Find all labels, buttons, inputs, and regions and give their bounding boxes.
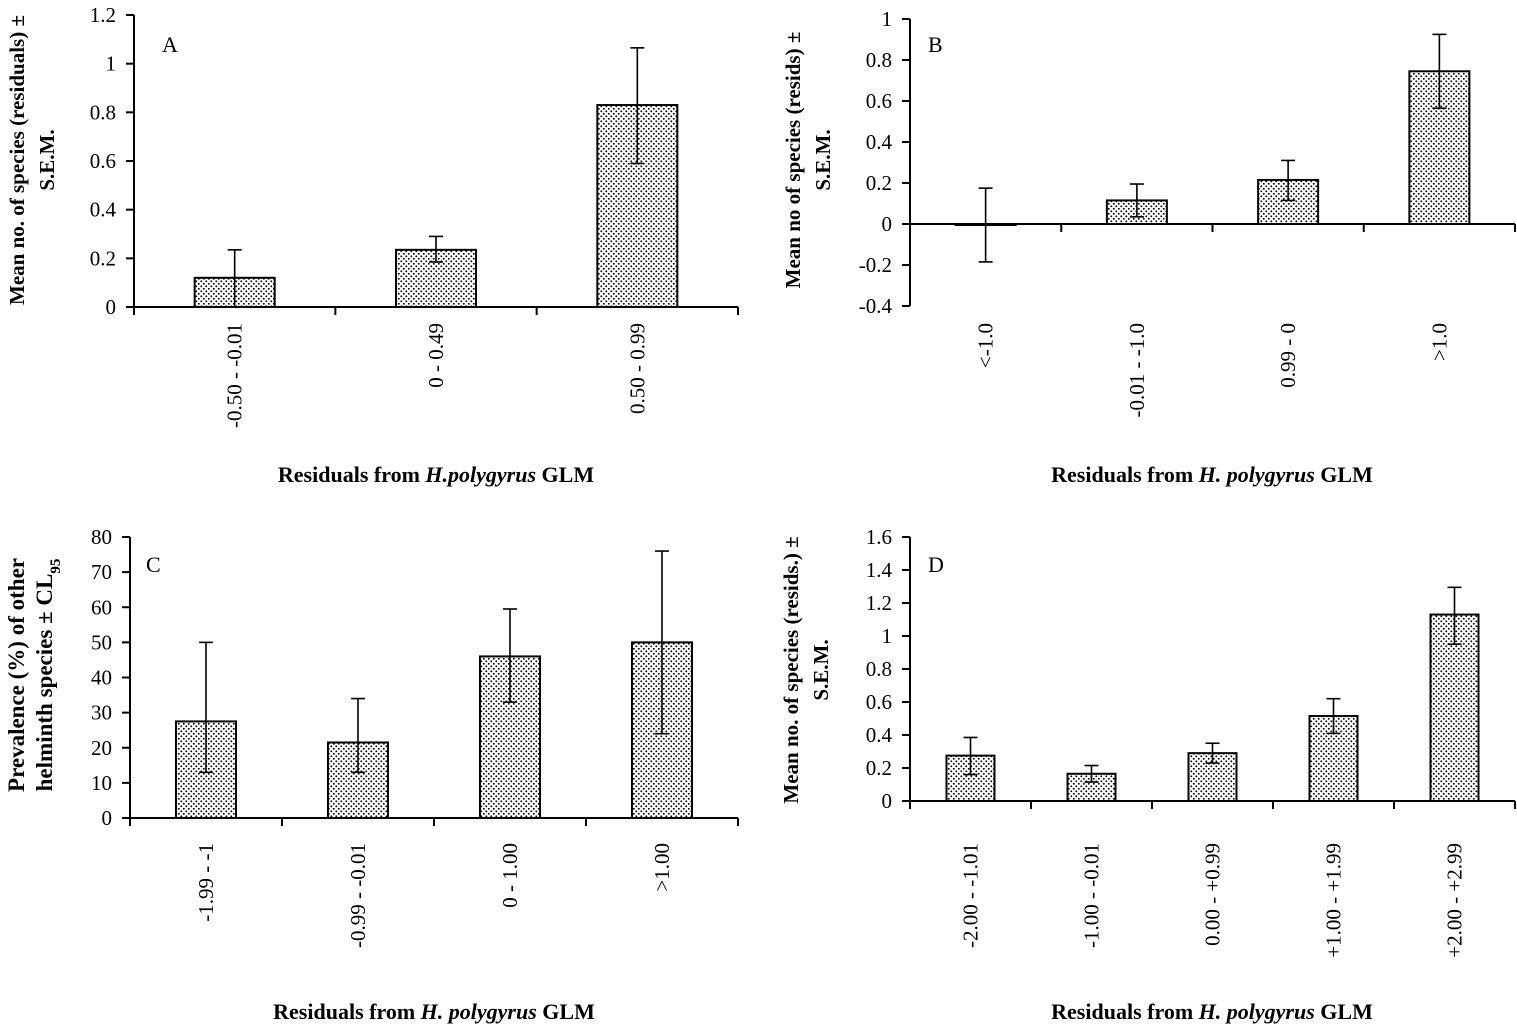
y-tick-label: 30 (91, 701, 112, 725)
x-axis-label: Residuals from H.polygyrus GLM (278, 462, 594, 487)
category-label: -0.99 - -0.01 (346, 843, 370, 948)
category-label: >1.00 (650, 843, 674, 892)
y-tick-label: 0.4 (866, 130, 893, 154)
x-axis-label: Residuals from H. polygyrus GLM (273, 999, 595, 1024)
y-tick-label: 0 (102, 806, 113, 830)
y-tick-label: 0.2 (866, 171, 892, 195)
category-label: -2.00 - -1.01 (959, 843, 983, 948)
y-tick-label: 0 (882, 789, 893, 813)
y-tick-label: 1.2 (90, 3, 116, 27)
x-axis-label-species: H.polygyrus (424, 462, 536, 487)
panel-a: 0 0.2 0.4 0.6 0.8 1 1.2 -0.50 - -0.01 0 - 0.49 0.… (5, 3, 739, 487)
y-tick-label: 1 (882, 624, 893, 648)
panel-letter: C (146, 552, 161, 577)
y-tick-label: 0 (106, 295, 117, 319)
y-tick-label: 0.2 (866, 756, 892, 780)
x-axis-label-species: H. polygyrus (420, 999, 537, 1024)
y-axis-label-line: Mean no of species (resids) ± (781, 32, 805, 289)
x-axis-label-part: Residuals from (1051, 999, 1199, 1024)
y-tick-label: 1 (882, 7, 893, 31)
x-axis-label-part: GLM (1315, 999, 1373, 1024)
bar (327, 741, 389, 820)
category-label: <-1.0 (974, 323, 998, 368)
x-axis-label-part: Residuals from (278, 462, 426, 487)
y-tick-label: -0.4 (859, 294, 893, 318)
category-label: -1.99 - -1 (194, 843, 218, 922)
panel-b: -0.4 -0.2 0 0.2 0.4 0.6 0.8 1 <-1.0 -0.01 - -1.0 0… (781, 7, 1516, 487)
y-tick-label: 0 (882, 212, 893, 236)
x-axis-label-part: GLM (536, 462, 594, 487)
category-label: +1.00 - +1.99 (1322, 843, 1346, 958)
y-tick-label: 1.6 (866, 525, 892, 549)
panel-letter: D (928, 552, 944, 577)
y-tick-label: 20 (91, 736, 112, 760)
y-axis-label-line: helminth species ± CL95 (32, 559, 64, 792)
y-axis-label-line: Mean no. of species (residuals) ± (5, 15, 29, 305)
x-axis-label-part: GLM (1315, 462, 1373, 487)
y-axis-label-subscript: 95 (48, 559, 64, 574)
category-label: 0 - 0.49 (424, 323, 448, 388)
panel-d: 0 0.2 0.4 0.6 0.8 1 1.2 1.4 1.6 -2.00 - -1.01 -1.0… (779, 525, 1516, 1024)
category-label: 0 - 1.00 (498, 843, 522, 908)
y-tick-label: -0.2 (859, 253, 892, 277)
y-tick-label: 60 (91, 595, 112, 619)
y-tick-label: 50 (91, 630, 112, 654)
y-axis-label-line: S.E.M. (811, 129, 835, 190)
x-axis-label-part: GLM (537, 999, 595, 1024)
y-tick-label: 0.6 (90, 149, 116, 173)
y-tick-label: 0.2 (90, 246, 116, 270)
x-axis-label-part: Residuals from (1051, 462, 1199, 487)
y-tick-label: 0.8 (866, 48, 892, 72)
panel-letter: A (162, 32, 178, 57)
y-tick-label: 80 (91, 525, 112, 549)
y-tick-label: 1 (106, 52, 117, 76)
bar (945, 754, 996, 802)
x-axis-label-part: Residuals from (273, 999, 421, 1024)
x-axis-label: Residuals from H. polygyrus GLM (1051, 462, 1373, 487)
category-label: -0.01 - -1.0 (1125, 323, 1149, 417)
category-label: 0.50 - 0.99 (625, 323, 649, 414)
category-label: +2.00 - +2.99 (1443, 843, 1467, 958)
x-axis-label-species: H. polygyrus (1198, 999, 1315, 1024)
y-tick-label: 1.2 (866, 591, 892, 615)
y-tick-label: 0.8 (866, 657, 892, 681)
y-tick-label: 40 (91, 666, 112, 690)
category-label: 0.00 - +0.99 (1201, 843, 1225, 946)
y-tick-label: 0.4 (90, 198, 117, 222)
category-label: 0.99 - 0 (1276, 323, 1300, 388)
y-tick-label: 10 (91, 771, 112, 795)
category-label: >1.0 (1427, 323, 1451, 361)
y-axis-label-line: S.E.M. (35, 129, 59, 190)
category-label: -1.00 - -0.01 (1080, 843, 1104, 948)
y-tick-label: 1.4 (866, 558, 893, 582)
panel-letter: B (928, 32, 943, 57)
y-tick-label: 0.6 (866, 690, 892, 714)
y-tick-label: 0.8 (90, 100, 116, 124)
y-axis-label-line: S.E.M. (809, 639, 833, 700)
category-label: -0.50 - -0.01 (223, 323, 247, 428)
y-axis-label-line: Prevalence (%) of other (4, 558, 29, 792)
y-tick-label: 70 (91, 560, 112, 584)
x-axis-label-species: H. polygyrus (1198, 462, 1315, 487)
x-axis-label: Residuals from H. polygyrus GLM (1051, 999, 1373, 1024)
y-tick-label: 0.4 (866, 723, 893, 747)
panel-c: 0 10 20 30 40 50 60 70 80 -1.99 - -1 -0.99 - -0.01… (4, 525, 739, 1024)
y-axis-label-line: Mean no. of species (resids.) ± (779, 536, 803, 803)
y-tick-label: 0.6 (866, 89, 892, 113)
